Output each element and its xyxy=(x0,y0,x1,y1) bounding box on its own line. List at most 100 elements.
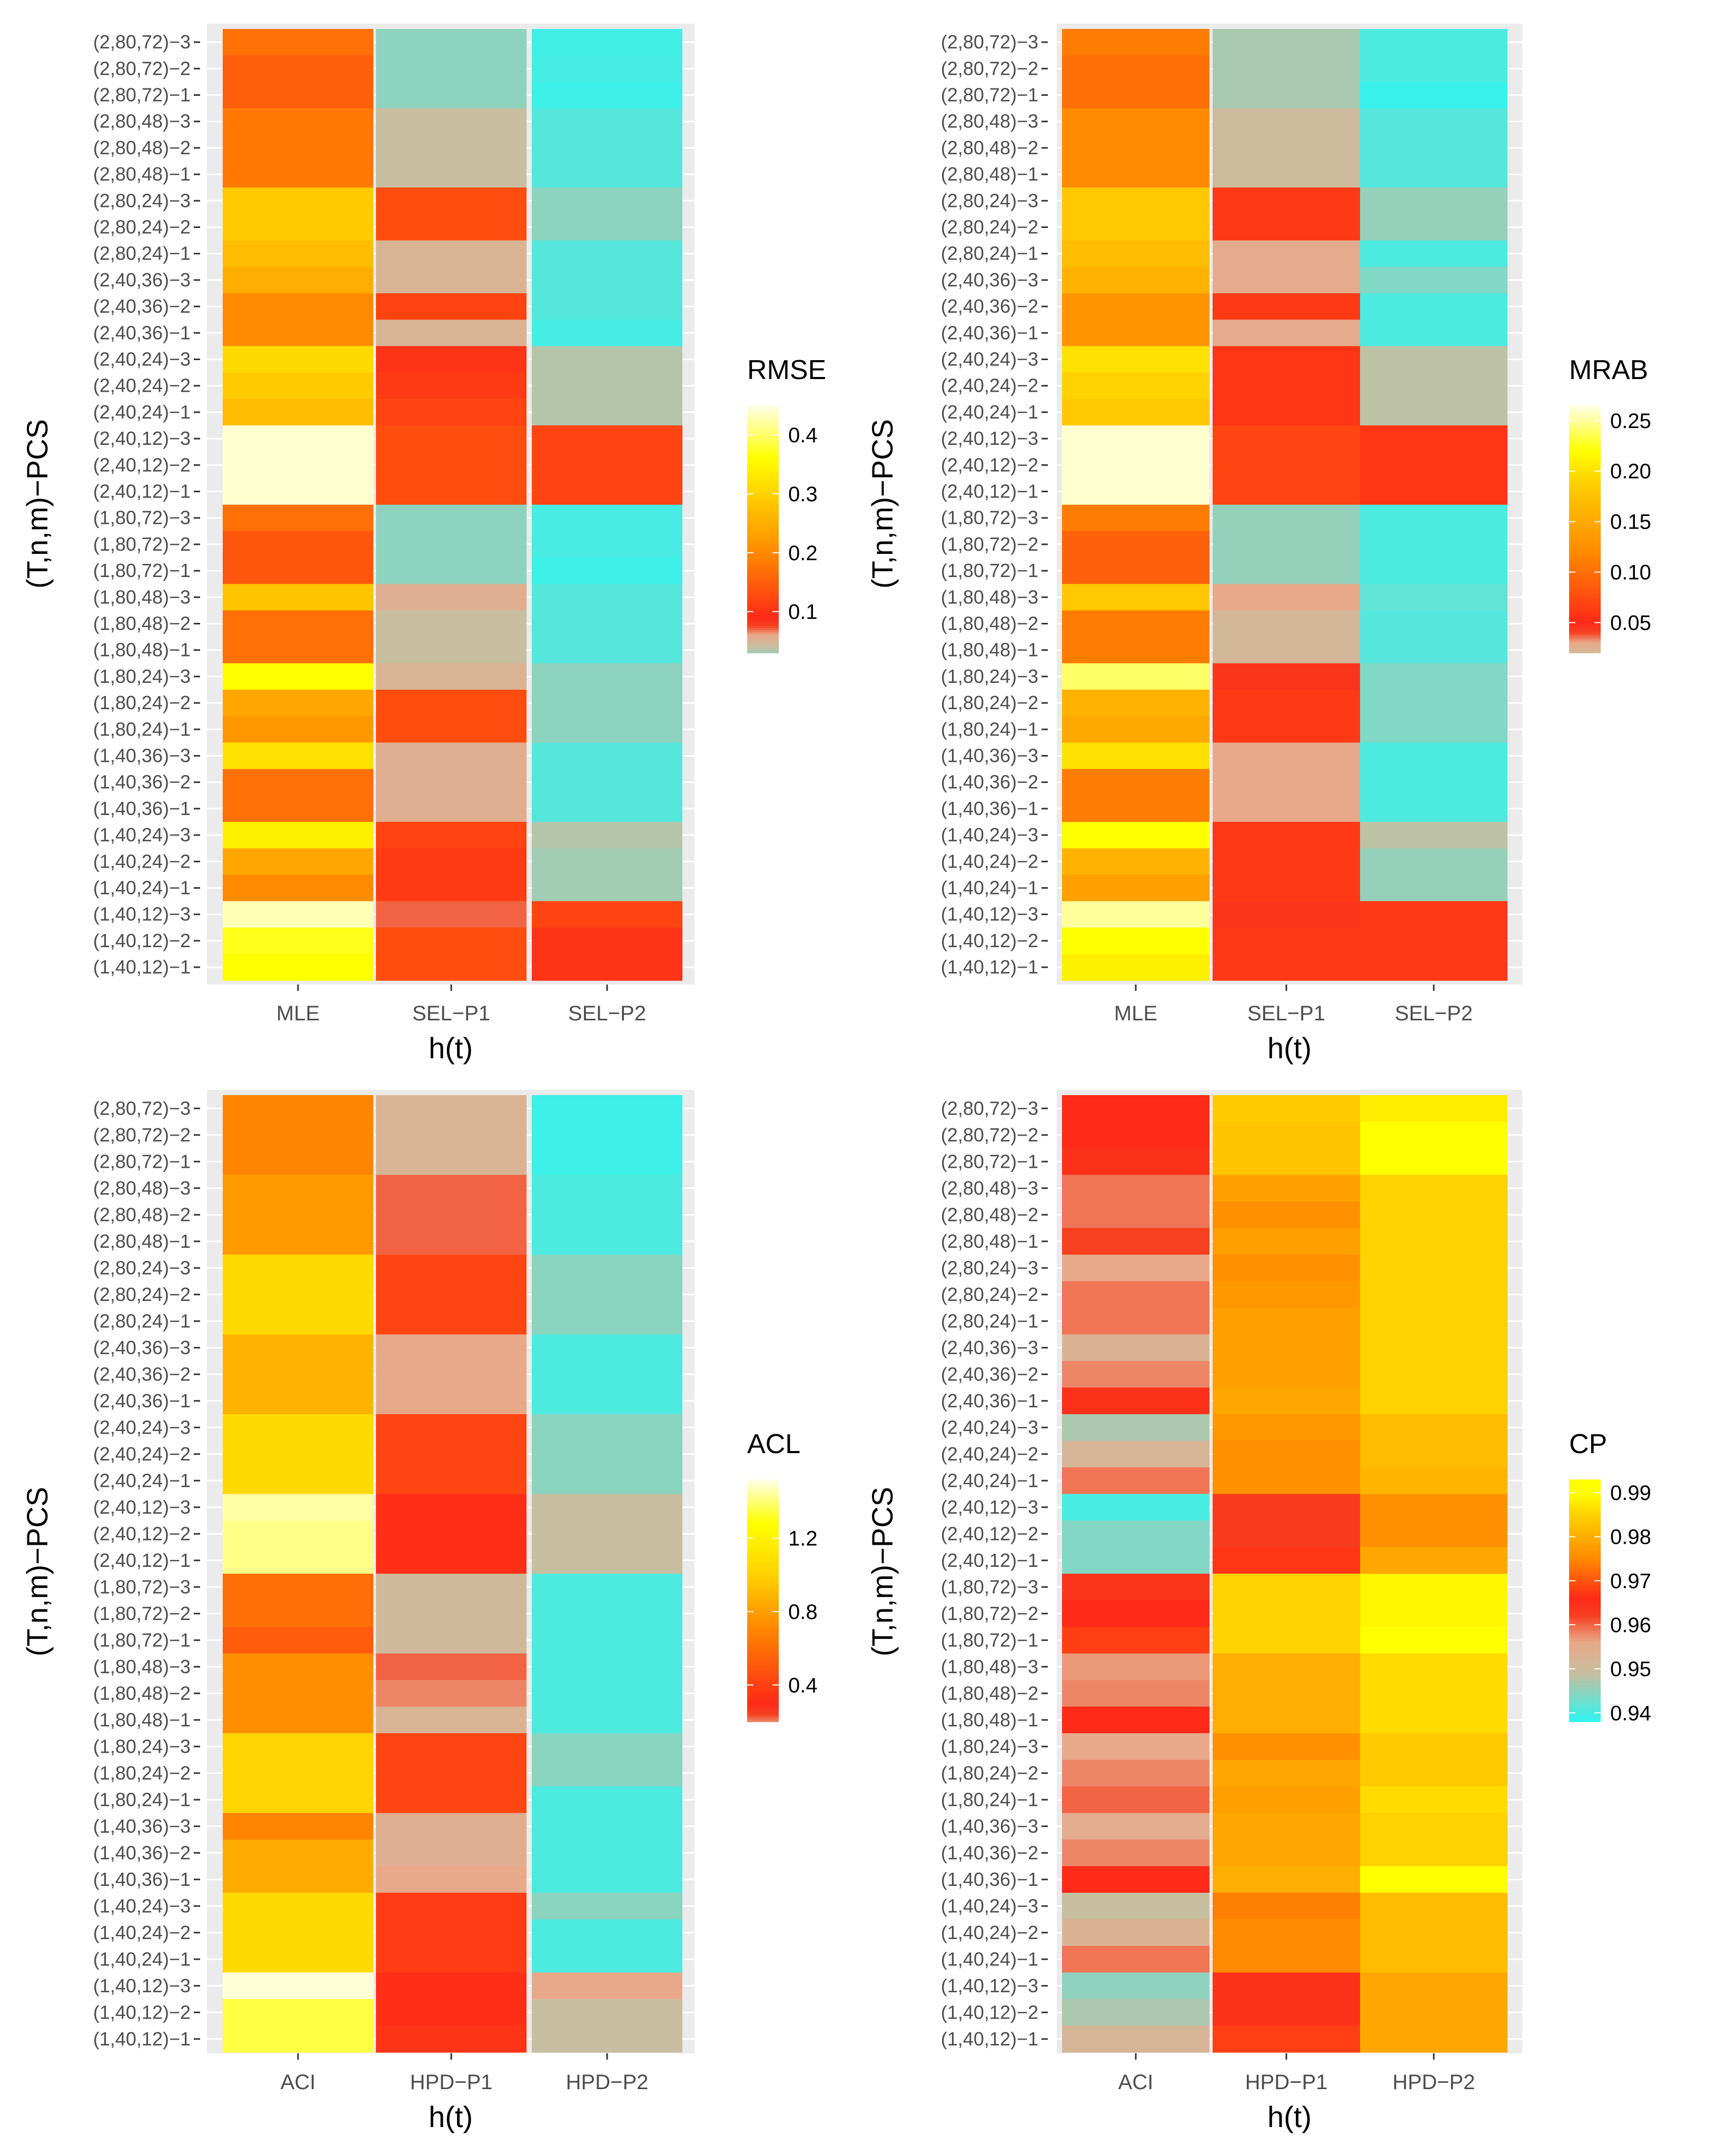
heatmap-cell xyxy=(1062,1521,1209,1548)
heatmap-cell xyxy=(1062,1706,1209,1734)
heatmap-cell xyxy=(1213,716,1360,743)
legend-colorbar-segment xyxy=(747,1590,779,1593)
legend-colorbar-segment xyxy=(747,622,779,624)
legend-colorbar-segment xyxy=(747,1667,779,1670)
heatmap-cell xyxy=(376,82,527,109)
heatmap-cell xyxy=(532,504,682,532)
legend-colorbar-segment xyxy=(1569,632,1601,635)
legend-colorbar-segment xyxy=(747,615,779,619)
y-tick-label: (2,80,24)−1 xyxy=(93,1310,191,1332)
y-tick-label: (1,40,24)−2 xyxy=(93,1922,191,1943)
legend-colorbar-segment xyxy=(1569,1495,1601,1498)
heatmap-cell xyxy=(1360,2025,1507,2053)
heatmap-cell xyxy=(1360,1893,1507,1920)
legend-colorbar-segment xyxy=(1569,1675,1601,1678)
legend-colorbar-segment xyxy=(747,634,779,637)
legend-colorbar-segment xyxy=(1569,1479,1601,1482)
legend-colorbar-segment xyxy=(747,1653,779,1656)
legend-colorbar-segment xyxy=(747,459,779,462)
legend-colorbar-segment xyxy=(1569,1710,1601,1712)
heatmap-cell xyxy=(376,875,527,902)
legend-colorbar-segment xyxy=(747,1572,779,1575)
legend-colorbar-segment xyxy=(747,638,779,641)
legend-colorbar-segment xyxy=(747,577,779,579)
legend-colorbar-segment xyxy=(747,407,779,410)
heatmap-cell xyxy=(376,161,527,188)
legend-colorbar-segment xyxy=(1569,1566,1601,1569)
legend-colorbar-segment xyxy=(747,1643,779,1646)
y-tick-label: (2,80,72)−2 xyxy=(941,57,1038,79)
heatmap-cell xyxy=(532,954,682,981)
heatmap-cell xyxy=(1062,1600,1209,1627)
legend-colorbar-segment xyxy=(747,1502,779,1504)
heatmap-cell xyxy=(223,1653,373,1681)
heatmap-cell xyxy=(223,769,373,796)
legend-colorbar-segment xyxy=(747,560,779,563)
y-axis-title: (T,n,m)−PCS xyxy=(21,419,54,589)
heatmap-cell xyxy=(1360,1467,1507,1495)
y-tick-label: (2,80,48)−2 xyxy=(93,1204,191,1225)
legend-colorbar-segment xyxy=(747,1542,779,1545)
y-tick-label: (1,80,24)−3 xyxy=(93,1735,191,1757)
legend-colorbar-segment xyxy=(747,1717,779,1720)
legend-colorbar-segment xyxy=(747,1711,779,1714)
legend-colorbar-segment xyxy=(1569,601,1601,604)
legend-colorbar-segment xyxy=(1569,1509,1601,1513)
heatmap-cell xyxy=(532,1228,682,1255)
heatmap-cell xyxy=(1062,1387,1209,1415)
heatmap-cell xyxy=(1062,742,1209,770)
y-tick-label: (2,80,48)−3 xyxy=(941,1177,1038,1199)
legend-colorbar-segment xyxy=(1569,1584,1601,1587)
legend-colorbar-segment xyxy=(1569,1602,1601,1605)
y-tick-label: (1,80,48)−1 xyxy=(93,1709,191,1731)
heatmap-cell xyxy=(376,214,527,241)
heatmap-cell xyxy=(1213,1201,1360,1229)
y-tick-label: (2,80,72)−3 xyxy=(941,1097,1038,1119)
heatmap-cell xyxy=(1062,769,1209,796)
heatmap-cell xyxy=(223,742,373,770)
legend-colorbar-segment xyxy=(1569,584,1601,588)
legend-colorbar-segment xyxy=(1569,467,1601,470)
legend-colorbar-segment xyxy=(1569,488,1601,491)
heatmap-cell xyxy=(532,769,682,796)
legend-colorbar-segment xyxy=(1569,1578,1601,1581)
y-tick-label: (1,80,72)−1 xyxy=(941,560,1038,581)
heatmap-cell xyxy=(1213,795,1360,822)
y-tick-label: (1,40,36)−1 xyxy=(941,1869,1038,1890)
heatmap-cell xyxy=(532,742,682,770)
heatmap-cell xyxy=(1360,1760,1507,1787)
heatmap-cell xyxy=(223,1760,373,1787)
legend-colorbar-segment xyxy=(747,1701,779,1704)
legend-colorbar-segment xyxy=(1569,1711,1601,1714)
heatmap-cell xyxy=(1062,663,1209,690)
heatmap-cell xyxy=(532,610,682,638)
y-tick-label: (1,80,72)−2 xyxy=(93,1603,191,1624)
legend: RMSE 0.1 0.2 0.3 0.4 xyxy=(747,355,826,653)
heatmap-cell xyxy=(376,1813,527,1840)
heatmap-cell xyxy=(376,1334,527,1362)
heatmap-cell xyxy=(1360,663,1507,690)
x-axis-title: h(t) xyxy=(429,1031,473,1065)
y-tick-label: (1,40,12)−2 xyxy=(93,2001,191,2023)
heatmap-cell xyxy=(376,690,527,717)
heatmap-cell xyxy=(1360,1574,1507,1601)
legend-colorbar-segment xyxy=(1569,1507,1601,1511)
legend-colorbar-segment xyxy=(1569,1683,1601,1686)
heatmap-cell xyxy=(1213,927,1360,955)
legend-colorbar-segment xyxy=(1569,510,1601,513)
y-tick-label: (1,80,72)−1 xyxy=(941,1629,1038,1651)
heatmap-cell xyxy=(376,266,527,294)
heatmap-cell xyxy=(376,399,527,426)
heatmap-cell xyxy=(1213,1866,1360,1893)
heatmap-cell xyxy=(223,372,373,400)
y-tick-label: (2,40,24)−2 xyxy=(941,375,1038,396)
legend-colorbar-segment xyxy=(747,469,779,472)
heatmap-cell xyxy=(1213,663,1360,690)
x-tick-label: HPD−P2 xyxy=(566,2071,649,2094)
heatmap-cell xyxy=(376,1387,527,1415)
y-tick-label: (1,40,36)−3 xyxy=(93,1815,191,1837)
y-tick-label: (2,40,24)−2 xyxy=(941,1443,1038,1465)
legend-colorbar-segment xyxy=(747,1631,779,1634)
legend-colorbar-segment xyxy=(747,539,779,542)
legend-colorbar-segment xyxy=(747,584,779,588)
